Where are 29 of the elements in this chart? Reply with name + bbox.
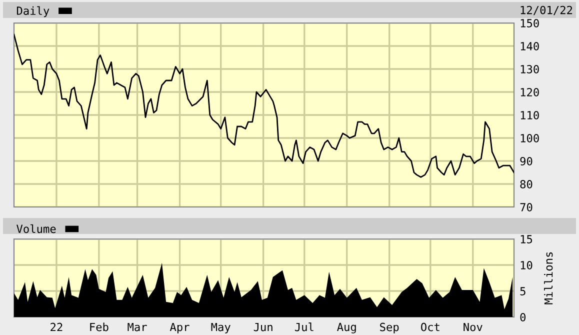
y-tick-label: 90	[520, 157, 532, 166]
legend-label: Daily	[16, 6, 50, 18]
x-tick-label: Oct	[421, 322, 440, 332]
y-tick-label: 140	[520, 42, 539, 50]
x-tick-label: Sep	[380, 322, 399, 334]
y-tick-label: 110	[520, 111, 539, 120]
x-tick-label: 22	[50, 322, 62, 332]
x-tick-label: Feb	[90, 322, 108, 332]
y-tick-label: 120	[520, 88, 539, 96]
text: 12/01/22	[520, 6, 572, 16]
x-tick-label: Jun	[254, 322, 272, 332]
y-tick-label: 0	[520, 313, 526, 322]
x-tick-label: May	[211, 322, 230, 334]
y-tick-label: 10	[520, 261, 532, 270]
y-tick-label: 15	[520, 235, 532, 244]
y-tick-label: 5	[520, 287, 526, 296]
x-tick-label: Jul	[294, 322, 314, 332]
legend-label: Volume	[16, 224, 56, 234]
x-tick-label: Apr	[170, 322, 190, 334]
x-tick-label: Nov	[464, 322, 482, 332]
y-tick-label: 150	[520, 19, 539, 28]
x-tick-label: Aug	[337, 322, 356, 334]
y-tick-label: 80	[520, 180, 532, 188]
x-tick-label: Mar	[128, 322, 147, 332]
line-series	[14, 34, 514, 178]
y-tick-label: 70	[520, 203, 532, 212]
y-axis-title: Millions	[544, 252, 553, 304]
y-tick-label: 130	[520, 65, 539, 74]
y-tick-label: 100	[520, 134, 539, 142]
